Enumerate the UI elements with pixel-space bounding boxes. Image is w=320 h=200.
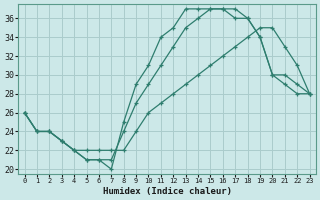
X-axis label: Humidex (Indice chaleur): Humidex (Indice chaleur): [103, 187, 232, 196]
